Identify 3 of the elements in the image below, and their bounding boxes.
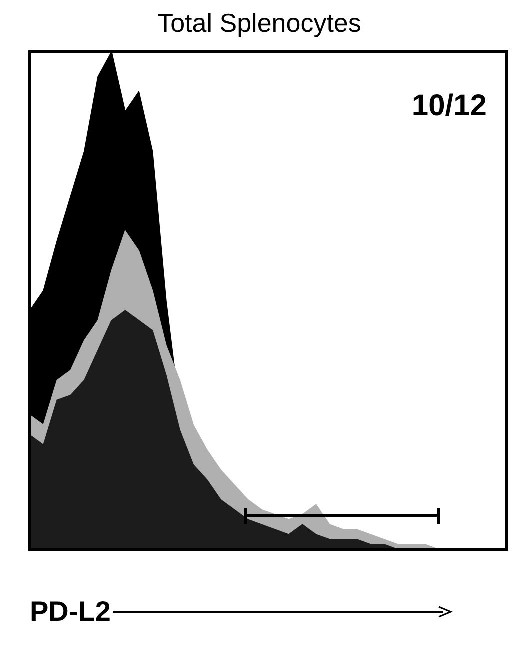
x-axis-title: PD-L2 — [30, 596, 111, 628]
annotation: 10/12 — [412, 89, 487, 122]
chart-title: Total Splenocytes — [156, 8, 362, 40]
